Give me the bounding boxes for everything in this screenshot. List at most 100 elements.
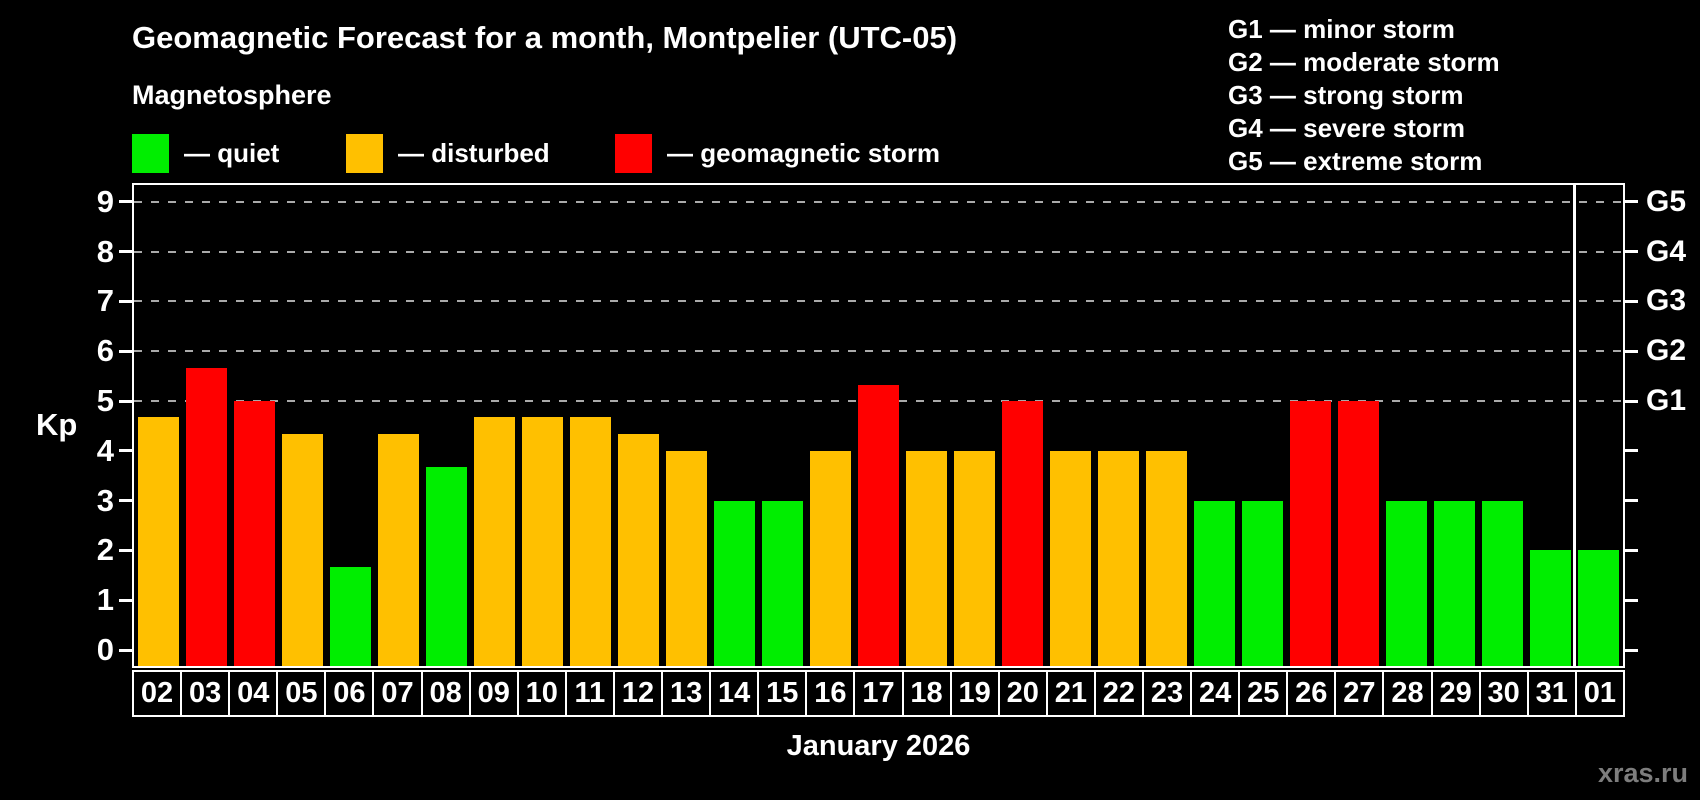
bar-slot-02	[134, 185, 182, 666]
legend-item-quiet: — quiet	[132, 133, 279, 173]
day-label-30: 30	[1478, 670, 1529, 717]
gridline-kp6	[134, 350, 1623, 353]
right-axis-tick-8	[1625, 250, 1638, 254]
right-axis-tick-4	[1625, 449, 1638, 453]
kp-bar-day-21	[1050, 450, 1092, 666]
y-tick-label-7: 7	[96, 283, 114, 319]
day-label-14: 14	[709, 670, 760, 717]
right-axis-tick-3	[1625, 499, 1638, 503]
kp-bar-day-05	[281, 434, 323, 666]
day-label-21: 21	[1045, 670, 1096, 717]
storm-scale-legend: G1 — minor storm G2 — moderate storm G3 — …	[1228, 13, 1500, 178]
gridline-kp7	[134, 300, 1623, 303]
day-label-26: 26	[1286, 670, 1337, 717]
kp-bar-day-17	[857, 384, 899, 666]
left-axis-tick-1	[119, 598, 132, 602]
left-axis-tick-3	[119, 499, 132, 503]
day-label-20: 20	[997, 670, 1048, 717]
day-label-02: 02	[132, 670, 183, 717]
y-tick-label-1: 1	[96, 582, 114, 618]
storm-scale-line: G3 — strong storm	[1228, 80, 1464, 110]
day-label-08: 08	[420, 670, 471, 717]
kp-bar-day-08	[425, 467, 467, 666]
kp-bar-day-19	[954, 450, 996, 666]
day-label-28: 28	[1382, 670, 1433, 717]
month-separator-line	[1572, 185, 1576, 666]
kp-bar-day-04	[233, 401, 275, 666]
kp-bar-day-14	[713, 500, 755, 666]
left-axis-tick-8	[119, 250, 132, 254]
kp-bar-day-25	[1242, 500, 1284, 666]
kp-bar-day-20	[1002, 401, 1044, 666]
legend-item-disturbed: — disturbed	[346, 133, 550, 173]
bar-slot-18	[903, 185, 951, 666]
bar-slot-17	[854, 185, 902, 666]
watermark: xras.ru	[1597, 758, 1688, 788]
kp-bar-day-13	[665, 450, 707, 666]
day-label-18: 18	[901, 670, 952, 717]
kp-bar-day-16	[809, 450, 851, 666]
bar-series	[134, 185, 1623, 666]
bar-slot-28	[1383, 185, 1431, 666]
day-label-29: 29	[1430, 670, 1481, 717]
day-label-05: 05	[276, 670, 327, 717]
bar-slot-30	[1479, 185, 1527, 666]
bar-slot-26	[1287, 185, 1335, 666]
bar-slot-15	[758, 185, 806, 666]
day-label-15: 15	[757, 670, 808, 717]
kp-bar-day-03	[185, 367, 227, 666]
bar-slot-24	[1191, 185, 1239, 666]
right-axis-label-G1: G1	[1646, 384, 1687, 417]
left-axis-tick-6	[119, 349, 132, 353]
bar-slot-10	[518, 185, 566, 666]
bar-slot-31	[1527, 185, 1575, 666]
kp-bar-day-30	[1482, 500, 1524, 666]
bar-slot-19	[951, 185, 999, 666]
bar-slot-21	[1047, 185, 1095, 666]
y-tick-label-6: 6	[96, 333, 114, 369]
storm-swatch-icon	[615, 133, 652, 173]
legend-label: — quiet	[184, 137, 280, 168]
kp-bar-day-24	[1194, 500, 1236, 666]
y-tick-label-5: 5	[96, 383, 114, 418]
storm-scale-line: G4 — severe storm	[1228, 113, 1466, 143]
kp-bar-day-23	[1146, 450, 1188, 666]
kp-bar-day-01	[1578, 550, 1620, 666]
day-label-11: 11	[564, 670, 615, 717]
right-axis-tick-0	[1625, 648, 1638, 652]
day-label-19: 19	[949, 670, 1000, 717]
day-label-16: 16	[805, 670, 856, 717]
kp-bar-day-10	[521, 417, 563, 666]
kp-bar-day-02	[137, 417, 179, 666]
day-label-31: 31	[1526, 670, 1577, 717]
bar-slot-27	[1335, 185, 1383, 666]
y-tick-label-2: 2	[96, 532, 114, 568]
chart-title: Geomagnetic Forecast for a month, Montpe…	[132, 20, 958, 55]
day-label-24: 24	[1190, 670, 1241, 717]
y-axis-title: Kp	[36, 407, 78, 442]
day-label-04: 04	[228, 670, 279, 717]
gridline-kp9	[134, 200, 1623, 203]
kp-bar-day-07	[377, 434, 419, 666]
bar-slot-04	[230, 185, 278, 666]
gridline-kp8	[134, 250, 1623, 253]
y-tick-label-9: 9	[96, 183, 114, 219]
y-tick-label-8: 8	[96, 233, 114, 269]
plot-area	[132, 183, 1625, 668]
right-axis-label-G3: G3	[1646, 284, 1687, 318]
right-axis-tick-1	[1625, 598, 1638, 602]
right-axis-label-G2: G2	[1646, 334, 1687, 368]
right-axis-tick-5	[1625, 399, 1638, 403]
x-axis-title: January 2026	[786, 730, 971, 762]
storm-scale-line: G1 — minor storm	[1228, 14, 1455, 44]
day-label-01: 01	[1574, 670, 1625, 717]
right-axis-label-G5: G5	[1646, 184, 1687, 218]
disturbed-swatch-icon	[346, 133, 383, 173]
day-label-23: 23	[1141, 670, 1193, 717]
day-label-07: 07	[372, 670, 423, 717]
bar-slot-06	[326, 185, 374, 666]
quiet-swatch-icon	[132, 133, 169, 173]
left-axis-tick-9	[119, 200, 132, 204]
day-label-06: 06	[324, 670, 375, 717]
bar-slot-13	[662, 185, 710, 666]
